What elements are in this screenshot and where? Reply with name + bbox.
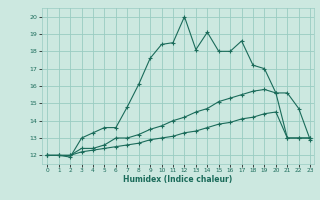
X-axis label: Humidex (Indice chaleur): Humidex (Indice chaleur) (123, 175, 232, 184)
